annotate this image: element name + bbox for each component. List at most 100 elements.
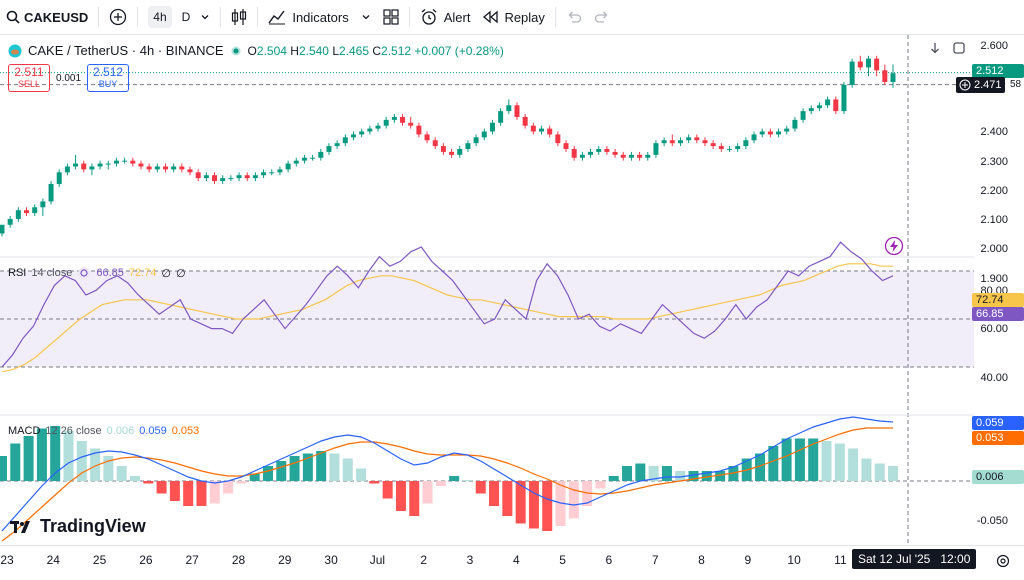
candle-body <box>375 125 381 129</box>
candle-body <box>571 149 577 158</box>
divider <box>554 7 556 27</box>
macd-histogram-bar <box>622 466 633 481</box>
candle-body <box>588 151 594 155</box>
hist-label: 0.006 <box>972 470 1024 484</box>
candle-body <box>498 111 504 123</box>
interval-d-button[interactable]: D <box>181 10 191 24</box>
macd-histogram-bar <box>316 451 327 481</box>
replay-button[interactable]: Replay <box>476 0 550 34</box>
macd-histogram-bar <box>369 481 380 484</box>
time-axis[interactable]: 11 10 9 8 7 6 5 4 3 2 Jul 30 29 28 27 26 25 24 23 Sat 12 J… <box>0 545 1024 580</box>
candle-body <box>604 149 610 152</box>
rsi-empty-1: ∅ <box>161 267 171 280</box>
candle-body <box>776 131 782 135</box>
macd-params: 12 26 close <box>45 425 102 437</box>
top-toolbar: CAKEUSD 4h D Indicators Alert Replay <box>0 0 1024 35</box>
lightning-icon[interactable] <box>884 236 904 256</box>
arrow-down-icon[interactable] <box>928 41 942 55</box>
candle-body <box>628 154 634 158</box>
candle-body <box>432 140 438 147</box>
macd-histogram-bar <box>462 480 473 481</box>
macd-histogram-bar <box>0 456 7 481</box>
candle-body <box>645 154 651 158</box>
candle-body <box>220 178 226 182</box>
indicators-button[interactable]: Indicators <box>262 0 354 34</box>
buy-button[interactable]: 2.512 BUY <box>87 64 130 92</box>
sell-button[interactable]: 2.511 SELL <box>8 64 50 92</box>
alert-button[interactable]: Alert <box>414 0 477 34</box>
candle-body <box>530 125 536 132</box>
candle-body <box>637 154 643 158</box>
candle-body <box>261 172 267 176</box>
macd-histogram-bar <box>156 481 167 494</box>
rsi-empty-2: ∅ <box>175 267 186 280</box>
chevron-down-icon <box>201 15 209 20</box>
chart-canvas[interactable] <box>0 35 974 545</box>
divider <box>408 7 410 27</box>
symbol-name: CAKEUSD <box>24 9 89 25</box>
candle-body <box>718 146 724 149</box>
tradingview-logo-icon <box>10 520 30 533</box>
tradingview-logo[interactable]: TradingView <box>10 516 146 537</box>
symbol-search[interactable]: CAKEUSD <box>0 0 94 34</box>
candle-body <box>857 61 863 68</box>
macd-histogram-bar <box>196 481 207 506</box>
time-tick: 30 <box>324 553 338 567</box>
macd-histogram-bar <box>116 466 127 481</box>
candle-body <box>195 172 201 179</box>
chart-type-button[interactable] <box>225 0 253 34</box>
candle-body <box>400 116 406 123</box>
plus-circle-icon[interactable] <box>959 79 971 91</box>
candle-body <box>792 119 798 129</box>
candle-body <box>56 172 62 184</box>
price-axis[interactable]: 2.600 2.400 2.300 2.200 2.100 2.000 1.90… <box>972 35 1024 545</box>
macd-histogram-bar <box>542 481 553 531</box>
alert-label: Alert <box>443 9 471 25</box>
rsi-ma-value: 72.74 <box>128 267 157 279</box>
candle-body <box>64 166 70 173</box>
candle-body <box>73 163 79 167</box>
undo-button[interactable] <box>560 0 588 34</box>
macd-histogram-bar <box>821 441 832 481</box>
price-tick: 2.600 <box>980 40 1008 52</box>
crosshair-price-label: 2.471 <box>956 77 1005 93</box>
layout-button[interactable] <box>377 0 405 34</box>
candle-body <box>440 146 446 152</box>
macd-histogram-bar <box>648 466 659 481</box>
indicators-icon <box>268 10 286 25</box>
macd-histogram-bar <box>701 471 712 481</box>
time-tick: 28 <box>231 553 246 567</box>
compare-add-button[interactable] <box>103 0 133 34</box>
time-tick: 26 <box>139 553 153 567</box>
maximize-icon[interactable] <box>952 41 966 55</box>
settings-gear-icon[interactable] <box>996 554 1010 568</box>
candle-body <box>154 166 160 170</box>
candle-body <box>24 210 30 214</box>
interval-4h-button[interactable]: 4h <box>148 6 172 28</box>
candle-body <box>269 172 275 174</box>
time-tick: 27 <box>185 553 199 567</box>
spread-value: 0.001 <box>56 72 82 84</box>
redo-button[interactable] <box>588 0 616 34</box>
candle-body <box>236 175 242 179</box>
candle-body <box>473 137 479 144</box>
candle-body <box>7 218 13 225</box>
candle-body <box>130 160 136 164</box>
candle-body <box>865 58 871 68</box>
time-tick: 9 <box>744 553 752 567</box>
candle-body <box>579 154 585 158</box>
indicators-dropdown[interactable] <box>355 0 377 34</box>
candle-body <box>105 163 111 165</box>
candle-body <box>612 151 618 155</box>
open-value: 2.504 <box>256 43 287 58</box>
candle-body <box>122 160 128 162</box>
candle-body <box>293 160 299 164</box>
price-tick: 2.400 <box>980 126 1008 138</box>
symbol-title: CAKE / TetherUS · 4h · BINANCE <box>28 43 224 58</box>
candle-body <box>89 166 95 170</box>
settings-gear-icon[interactable] <box>77 266 91 280</box>
candle-body <box>759 131 765 135</box>
crosshair-time-label: Sat 12 Jul '25 12:00 <box>852 549 977 569</box>
interval-dropdown[interactable] <box>194 0 216 34</box>
candle-body <box>367 128 373 132</box>
